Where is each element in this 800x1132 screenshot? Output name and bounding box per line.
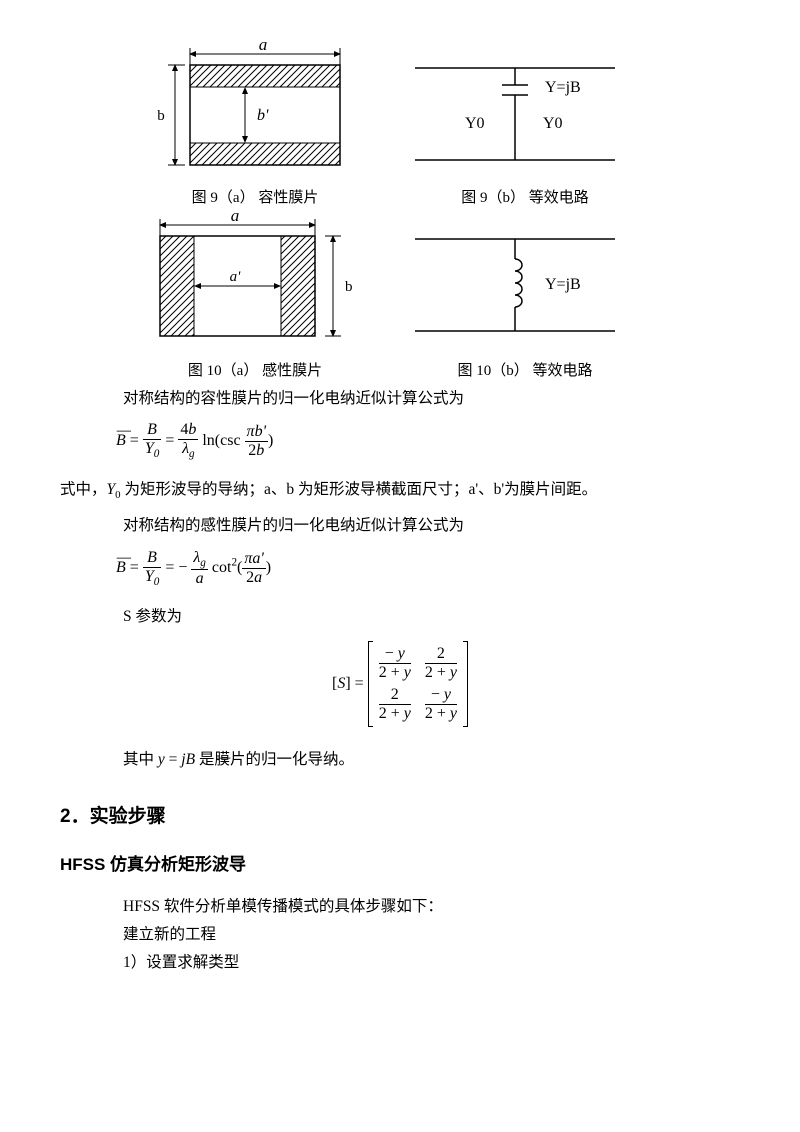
p-step1: 1）设置求解类型	[92, 949, 740, 977]
text-line1: 对称结构的容性膜片的归一化电纳近似计算公式为	[92, 384, 740, 413]
p-new-proj: 建立新的工程	[92, 921, 740, 949]
label-b: b	[157, 108, 165, 124]
fig-10b-column: Y=jB	[400, 211, 630, 351]
fig-9a-svg: a b b'	[145, 40, 355, 180]
fig-10a-svg: a b a'	[135, 211, 365, 351]
text-line5: 其中 y = j—B 是膜片的归一化导纳。	[92, 745, 740, 774]
fig9b-y0r: Y0	[543, 115, 563, 132]
fig-9a-column: a b b'	[120, 40, 380, 180]
label-aprime: a'	[230, 269, 242, 285]
fig9b-y0l: Y0	[465, 115, 485, 132]
subsection-hfss-heading: HFSS 仿真分析矩形波导	[60, 850, 740, 875]
p-steps-intro: HFSS 软件分析单模传播模式的具体步骤如下：	[92, 893, 740, 921]
label-a: a	[259, 40, 268, 54]
text-line3: 对称结构的感性膜片的归一化电纳近似计算公式为	[92, 511, 740, 540]
label-a2: a	[231, 211, 240, 225]
caption-10b: 图 10（b） 等效电路	[380, 359, 670, 380]
fig10b-lbl: Y=jB	[545, 276, 581, 293]
label-b2: b	[345, 279, 353, 295]
s-matrix: [S] = − y2 + y22 + y22 + y− y2 + y	[60, 641, 740, 727]
caption-row-10: 图 10（a） 感性膜片 图 10（b） 等效电路	[130, 359, 740, 380]
figure-9-row: a b b' Y0 Y0 Y=jB	[120, 40, 740, 180]
caption-9a: 图 9（a） 容性膜片	[130, 186, 380, 207]
fig9b-cap: Y=jB	[545, 79, 581, 96]
fig-10a-column: a b a'	[120, 211, 380, 351]
text-line4: S 参数为	[92, 602, 740, 631]
fig-9b-svg: Y0 Y0 Y=jB	[405, 40, 625, 180]
label-bprime: b'	[257, 107, 269, 124]
text-line2: 式中，Y0 为矩形波导的导纳；a、b 为矩形波导横截面尺寸；a'、b'为膜片间距…	[60, 475, 740, 506]
section-2-heading: 2．实验步骤	[60, 801, 740, 828]
caption-row-9: 图 9（a） 容性膜片 图 9（b） 等效电路	[130, 186, 740, 207]
caption-9b: 图 9（b） 等效电路	[380, 186, 670, 207]
formula-2: —B = BY0 = − λga cot2(πa'2a)	[116, 549, 740, 588]
fig-10b-svg: Y=jB	[405, 211, 625, 351]
fig-9b-column: Y0 Y0 Y=jB	[400, 40, 630, 180]
figure-10-row: a b a' Y=jB	[120, 211, 740, 351]
caption-10a: 图 10（a） 感性膜片	[130, 359, 380, 380]
formula-1: —B = BY0 = 4bλg ln(csc πb'2b)	[116, 421, 740, 460]
